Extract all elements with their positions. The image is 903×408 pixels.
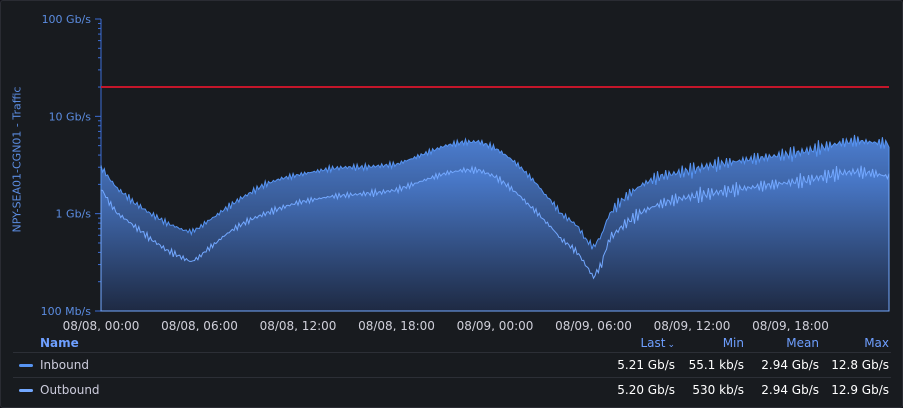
legend-header-last-label: Last: [640, 336, 666, 350]
legend-table: Name Last ⌄ Min Mean Max Inbound 5.21 Gb/…: [13, 334, 891, 402]
x-tick-label: 08/08, 00:00: [63, 319, 140, 331]
y-tick-label: 1 Gb/s: [56, 208, 92, 221]
inbound-max: 12.8 Gb/s: [831, 358, 889, 372]
traffic-chart[interactable]: 100 Gb/s 10 Gb/s 1 Gb/s 100 Mb/s 08/08, 00:…: [1, 1, 902, 331]
y-tick-label: 100 Mb/s: [41, 305, 92, 318]
x-tick-label: 08/09, 00:00: [457, 319, 534, 331]
legend-row-outbound[interactable]: Outbound 5.20 Gb/s 530 kb/s 2.94 Gb/s 12…: [13, 377, 891, 402]
legend-header-name[interactable]: Name: [40, 336, 79, 350]
inbound-min: 55.1 kb/s: [688, 358, 744, 372]
sort-desc-icon: ⌄: [667, 340, 675, 350]
y-tick-label: 100 Gb/s: [42, 13, 92, 26]
y-tick-label: 10 Gb/s: [49, 110, 92, 123]
legend-header: Name Last ⌄ Min Mean Max: [13, 334, 891, 352]
outbound-color-swatch: [19, 389, 33, 392]
legend-series-name[interactable]: Outbound: [40, 383, 100, 397]
legend-header-mean[interactable]: Mean: [786, 336, 819, 350]
y-axis-label: NPY-SEA01-CGN01 - Traffic: [10, 86, 24, 233]
outbound-last: 5.20 Gb/s: [617, 383, 675, 397]
x-tick-label: 08/09, 18:00: [752, 319, 829, 331]
x-tick-label: 08/08, 12:00: [260, 319, 337, 331]
legend-header-min[interactable]: Min: [722, 336, 744, 350]
inbound-last: 5.21 Gb/s: [617, 358, 675, 372]
legend-series-name[interactable]: Inbound: [40, 358, 89, 372]
x-tick-label: 08/09, 06:00: [555, 319, 632, 331]
inbound-mean: 2.94 Gb/s: [761, 358, 819, 372]
x-tick-label: 08/09, 12:00: [654, 319, 731, 331]
x-tick-label: 08/08, 06:00: [161, 319, 238, 331]
x-tick-label: 08/08, 18:00: [358, 319, 435, 331]
outbound-min: 530 kb/s: [692, 383, 744, 397]
legend-row-inbound[interactable]: Inbound 5.21 Gb/s 55.1 kb/s 2.94 Gb/s 12…: [13, 352, 891, 377]
outbound-mean: 2.94 Gb/s: [761, 383, 819, 397]
legend-header-max[interactable]: Max: [864, 336, 889, 350]
outbound-area: [100, 165, 890, 312]
legend-header-last[interactable]: Last ⌄: [640, 336, 675, 350]
outbound-max: 12.9 Gb/s: [831, 383, 889, 397]
inbound-color-swatch: [19, 364, 33, 367]
